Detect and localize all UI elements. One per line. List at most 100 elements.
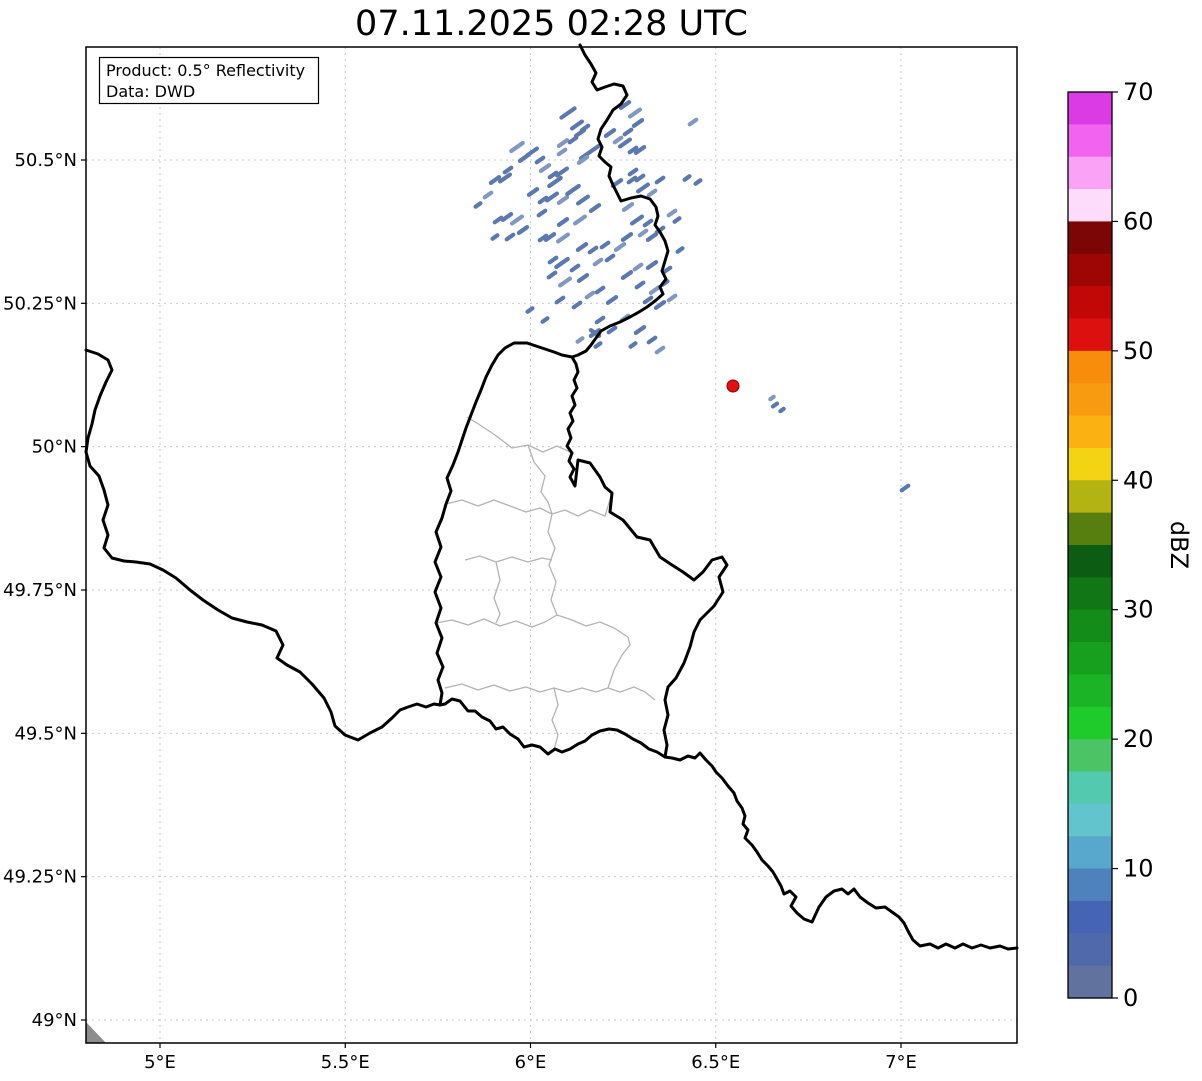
colorbar-segment — [1068, 318, 1112, 352]
radar-echo — [622, 127, 634, 137]
radar-echo — [517, 225, 529, 235]
canton-boundary — [556, 614, 629, 638]
radar-echo — [628, 341, 638, 349]
radar-echo — [500, 212, 514, 222]
radar-echo — [569, 119, 585, 131]
colorbar-segment — [1068, 253, 1112, 287]
colorbar-tick-label: 30 — [1123, 596, 1154, 624]
radar-site-marker — [726, 379, 740, 393]
canton-boundary — [493, 561, 501, 624]
radar-echo — [537, 233, 549, 243]
radar-echo — [554, 256, 570, 270]
radar-echo — [627, 167, 639, 177]
radar-echo — [654, 345, 666, 355]
radar-echo — [687, 117, 699, 127]
canton-boundary — [547, 513, 558, 616]
colorbar-frame — [1067, 91, 1113, 999]
radar-echo — [666, 293, 678, 303]
y-tick-label: 50°N — [32, 437, 77, 458]
radar-echo — [488, 175, 502, 185]
x-tick-label: 7°E — [885, 1052, 917, 1073]
radar-echo — [768, 394, 776, 402]
radar-echo — [544, 191, 560, 203]
radar-echo — [569, 263, 581, 273]
colorbar-tick-label: 20 — [1123, 725, 1154, 753]
radar-echo — [576, 155, 590, 165]
y-tick-label: 49.5°N — [14, 723, 77, 744]
radar-echo — [555, 232, 571, 244]
colorbar-segment — [1068, 512, 1112, 546]
radar-echo — [578, 143, 602, 161]
canton-boundary — [444, 683, 656, 701]
radar-echo — [579, 123, 591, 133]
radar-echo — [603, 128, 617, 138]
radar-echo — [642, 295, 654, 305]
radar-echo — [575, 242, 589, 252]
radar-echo — [648, 285, 662, 295]
radar-echo — [604, 253, 616, 263]
radar-echo — [605, 295, 619, 305]
map-layers: 5°E 5.5°E 6°E 6.5°E 7°E 50.5°N 50.25°N 50°N 49.7… — [3, 43, 1154, 1073]
y-tick-label: 49.75°N — [3, 580, 77, 601]
radar-echo — [524, 146, 540, 158]
radar-echo — [572, 214, 588, 226]
colorbar-segment — [1068, 221, 1112, 255]
x-tick-label: 5.5°E — [321, 1052, 370, 1073]
radar-echo — [634, 173, 646, 183]
radar-echo — [567, 135, 579, 145]
y-tick-label: 49.25°N — [3, 867, 77, 888]
radar-echo — [592, 257, 604, 267]
radar-echo — [584, 290, 596, 300]
colorbar-segment — [1068, 965, 1112, 999]
radar-echo — [633, 325, 647, 335]
colorbar-segment — [1068, 383, 1112, 417]
radar-echo — [672, 216, 682, 224]
figure-title: 07.11.2025 02:28 UTC — [355, 4, 748, 44]
radar-echo — [646, 335, 658, 345]
radar-echo — [620, 232, 634, 242]
colorbar-tick-label: 50 — [1123, 337, 1154, 365]
colorbar-segment — [1068, 92, 1112, 125]
canton-boundary — [607, 636, 631, 689]
info-box-product-line: Product: 0.5° Reflectivity — [106, 61, 305, 80]
colorbar-segment — [1068, 545, 1112, 578]
radar-echo — [576, 273, 590, 283]
radar-echo — [504, 232, 516, 242]
colorbar-segment — [1068, 674, 1112, 708]
radar-echo — [556, 195, 570, 205]
colorbar-segment — [1068, 447, 1112, 481]
x-tick-label: 6.5°E — [691, 1052, 740, 1073]
radar-echo — [546, 270, 558, 280]
radar-echo — [617, 137, 633, 149]
radar-echo — [899, 483, 911, 493]
radar-echo — [666, 208, 678, 218]
radar-echo — [575, 336, 585, 344]
radar-echo — [490, 233, 500, 241]
colorbar-segment — [1068, 933, 1112, 967]
radar-echo — [525, 306, 535, 314]
radar-echo — [509, 214, 525, 226]
radar-echo — [482, 190, 494, 200]
radar-echo — [509, 140, 525, 154]
info-box-frame — [98, 56, 320, 105]
radar-echo — [642, 218, 654, 228]
radar-echo — [621, 202, 635, 212]
canton-boundary — [527, 444, 553, 515]
radar-echo — [693, 178, 703, 186]
map-frame — [85, 46, 1018, 1044]
colorbar-segment — [1068, 609, 1112, 643]
border-france-germany — [663, 751, 1019, 951]
radar-echo — [557, 276, 573, 288]
canton-boundary — [445, 499, 553, 515]
colorbar-tick-label: 40 — [1123, 466, 1154, 494]
radar-echo — [778, 406, 786, 414]
info-box-data-line: Data: DWD — [106, 82, 195, 101]
radar-echo — [646, 188, 658, 198]
radar-echo — [593, 341, 603, 349]
colorbar-segment — [1068, 415, 1112, 449]
radar-echo — [633, 145, 647, 155]
radar-echo — [618, 100, 632, 110]
radar-echo — [675, 246, 685, 254]
radar-echo — [635, 182, 651, 194]
